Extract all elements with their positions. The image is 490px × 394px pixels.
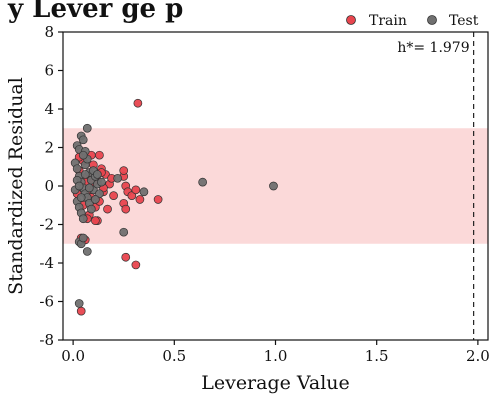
test-point <box>97 177 106 187</box>
y-tick-label: -2 <box>39 216 54 234</box>
test-point <box>269 181 278 191</box>
test-point <box>86 204 96 214</box>
y-tick-label: -8 <box>39 331 54 349</box>
test-point <box>78 135 88 145</box>
y-tick-label: 0 <box>44 177 54 195</box>
test-point <box>82 247 92 256</box>
train-point <box>109 191 118 200</box>
y-tick-label: -6 <box>39 293 54 311</box>
legend-train-marker <box>346 15 356 25</box>
test-point <box>80 170 90 179</box>
train-point <box>135 195 145 204</box>
legend-test-label: Test <box>449 13 479 29</box>
test-point <box>198 177 207 187</box>
y-tick-label: 8 <box>44 23 54 41</box>
train-point <box>133 98 143 108</box>
legend-train-label: Train <box>369 13 407 29</box>
test-point <box>139 187 149 197</box>
x-tick-label: 0.0 <box>61 347 85 365</box>
train-point <box>121 204 131 214</box>
clipped-title-fragment: y Lever ge p <box>7 0 183 24</box>
x-tick-label: 2.0 <box>466 347 490 365</box>
test-point <box>72 164 82 174</box>
train-point <box>121 252 131 262</box>
test-point <box>93 170 102 179</box>
x-tick-label: 1.0 <box>264 347 288 365</box>
test-point <box>113 173 122 183</box>
x-tick-label: 1.5 <box>365 347 389 365</box>
test-point <box>74 299 84 308</box>
test-point <box>78 150 88 160</box>
train-point <box>95 150 104 160</box>
train-point <box>76 306 86 316</box>
test-point <box>84 183 94 193</box>
axes: 0.0 0.5 1.0 1.5 2.0 -8 -6 -4 -2 0 2 4 6 8 <box>39 23 489 365</box>
y-axis-title: Standardized Residual <box>5 77 27 295</box>
plot-area: h*= 1.979 <box>63 32 488 340</box>
legend-test-marker <box>427 15 437 25</box>
train-point <box>103 204 112 214</box>
train-point <box>119 166 129 175</box>
test-point <box>74 181 84 191</box>
y-tick-label: -4 <box>39 254 54 272</box>
train-point <box>153 195 163 204</box>
test-point <box>119 227 129 237</box>
train-point <box>91 216 100 225</box>
legend: Train Test <box>346 13 479 29</box>
train-point <box>131 185 141 195</box>
y-tick-label: 6 <box>44 62 54 80</box>
y-tick-label: 2 <box>44 139 54 157</box>
x-tick-label: 0.5 <box>162 347 186 365</box>
threshold-label: h*= 1.979 <box>397 40 469 56</box>
test-point <box>78 233 88 243</box>
test-point <box>82 123 92 133</box>
test-point <box>91 195 100 204</box>
test-point <box>76 193 86 202</box>
y-tick-label: 4 <box>44 100 54 118</box>
train-point <box>131 260 141 270</box>
test-point <box>78 214 88 224</box>
x-axis-title: Leverage Value <box>201 372 350 394</box>
